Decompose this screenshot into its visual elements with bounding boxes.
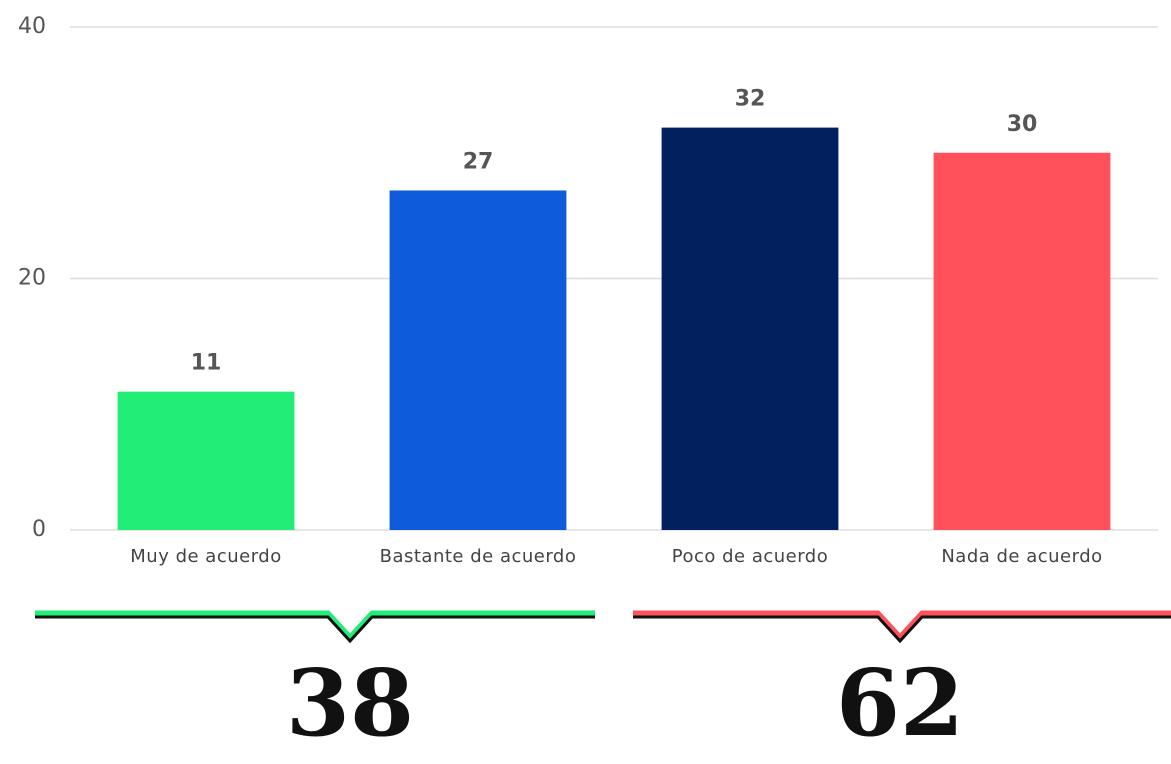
x-tick-label: Poco de acuerdo	[672, 546, 829, 567]
bar	[661, 127, 839, 530]
value-label: 11	[191, 351, 222, 376]
x-tick-label: Muy de acuerdo	[130, 546, 281, 567]
group-total: 62	[836, 649, 964, 757]
y-tick-label: 20	[18, 266, 46, 291]
value-label: 30	[1007, 112, 1038, 137]
x-tick-label: Nada de acuerdo	[941, 546, 1102, 567]
group-bracket	[633, 610, 1171, 641]
y-tick-label: 0	[32, 517, 46, 542]
x-tick-label: Bastante de acuerdo	[380, 546, 577, 567]
group-total: 38	[286, 649, 414, 757]
group-bracket-shadow	[35, 615, 595, 644]
value-label: 27	[463, 149, 494, 174]
bar	[117, 391, 295, 530]
bar	[389, 190, 567, 530]
y-tick-label: 40	[18, 14, 46, 39]
group-bracket	[35, 610, 595, 641]
value-label: 32	[735, 87, 766, 112]
group-bracket-shadow	[633, 615, 1171, 644]
bar	[933, 152, 1111, 530]
